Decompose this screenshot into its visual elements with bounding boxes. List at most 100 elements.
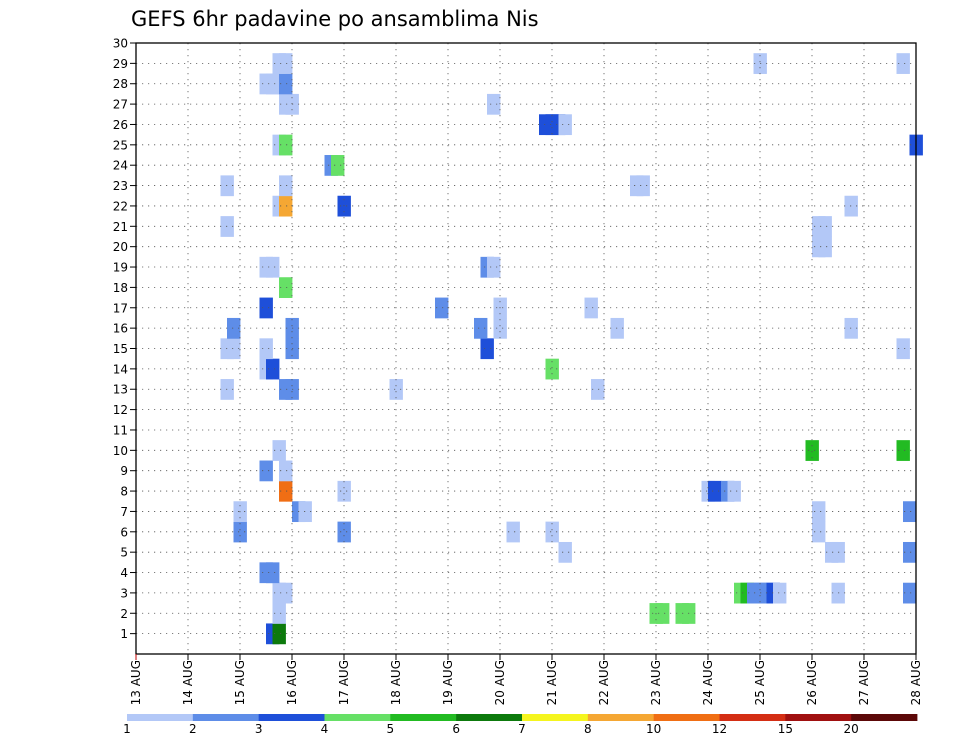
colorbar-label: 20 [844,722,859,736]
colorbar-segment [192,714,260,721]
precip-cell [266,256,280,278]
y-tick-label: 19 [113,261,128,275]
x-tick-label: 14 AUG [181,660,195,705]
precip-cell [636,175,650,197]
grid-lines [136,42,916,654]
y-tick-label: 5 [120,546,128,560]
colorbar-segment [456,714,523,721]
precip-cell [903,582,917,604]
y-tick-label: 12 [113,403,128,417]
chart-title: GEFS 6hr padavine po ansamblima Nis [131,7,539,31]
precip-cell [896,440,910,461]
precip-cell [233,521,247,543]
y-tick-label: 3 [120,586,128,600]
precip-cell [337,480,351,502]
precip-cell [266,562,280,584]
precip-cell [805,440,819,461]
precip-cell [818,236,832,258]
y-tick-label: 6 [120,525,128,539]
y-tick-label: 1 [120,627,128,641]
x-tick-label: 23 AUG [649,660,663,705]
precip-cell [591,379,605,400]
y-tick-label: 2 [120,607,128,621]
y-tick-label: 25 [113,138,128,152]
colorbar-label: 3 [255,722,263,736]
colorbar-label: 2 [189,722,197,736]
precip-cell [558,114,572,136]
precip-cell [272,623,286,645]
colorbar-segment [258,714,325,721]
precip-cell [435,297,449,319]
precip-cell [584,297,598,319]
precip-cell [331,155,345,176]
precip-cell [337,521,351,543]
precip-cell [812,521,826,543]
precip-cell [259,460,273,482]
precip-cell [389,379,403,400]
colorbar-segment [653,714,720,721]
precip-cell [558,541,572,563]
x-axis: 13 AUG 14 AUG 15 AUG 16 AUG 17 AUG 18 AUG 19 A… [129,654,923,705]
x-tick-label: 17 AUG [337,660,351,705]
colorbar-label: 12 [712,722,727,736]
precip-cell [259,297,273,319]
colorbar-segment [851,714,918,721]
y-tick-label: 10 [113,444,128,458]
colorbar-segment [127,714,194,721]
x-tick-label: 26 AUG [805,660,819,705]
x-tick-label: 13 AUG [129,660,143,705]
y-tick-label: 9 [120,464,128,478]
precip-cell [279,582,293,604]
y-tick-label: 23 [113,179,128,193]
precip-cell [279,73,293,95]
x-tick-label: 19 AUG [441,660,455,705]
colorbar: 1 2 3 4 5 6 7 8 10 12 15 20 [123,714,918,736]
colorbar-label: 10 [646,722,661,736]
y-tick-label: 28 [113,77,128,91]
colorbar-segment [522,714,589,721]
y-tick-label: 27 [113,98,128,112]
colorbar-label: 5 [387,722,395,736]
colorbar-label: 1 [123,722,131,736]
precip-cell [708,480,722,502]
precip-cell [493,317,507,339]
colorbar-segment [324,714,391,721]
precip-cell [279,460,293,482]
precip-cell [279,480,293,502]
precip-cell [480,338,494,360]
y-tick-label: 18 [113,281,128,295]
colorbar-segment [719,714,786,721]
precip-cell [545,521,559,543]
y-tick-label: 11 [113,423,128,437]
precip-cell [487,93,501,115]
colorbar-label: 4 [321,722,329,736]
y-tick-label: 14 [113,362,128,376]
x-tick-label: 25 AUG [753,660,767,705]
precip-cell [903,541,917,563]
x-tick-label: 24 AUG [701,660,715,705]
x-tick-label: 28 AUG [909,660,923,705]
y-tick-label: 4 [120,566,128,580]
colorbar-label: 8 [584,722,592,736]
x-tick-label: 16 AUG [285,660,299,705]
x-tick-label: 22 AUG [597,660,611,705]
x-tick-label: 18 AUG [389,660,403,705]
y-tick-label: 30 [113,37,128,51]
colorbar-label: 15 [778,722,793,736]
y-tick-label: 20 [113,240,128,254]
precip-cell [279,134,293,156]
colorbar-segment [390,714,457,721]
y-tick-label: 15 [113,342,128,356]
precip-cell [227,317,241,339]
x-tick-label: 15 AUG [233,660,247,705]
data-cells [220,53,923,645]
y-tick-label: 16 [113,322,128,336]
precip-cell [227,338,241,360]
x-tick-label: 27 AUG [857,660,871,705]
precip-cell [279,53,293,74]
y-tick-label: 24 [113,159,128,173]
precip-cell [259,338,273,360]
y-tick-label: 21 [113,220,128,234]
precip-cell [279,195,293,217]
